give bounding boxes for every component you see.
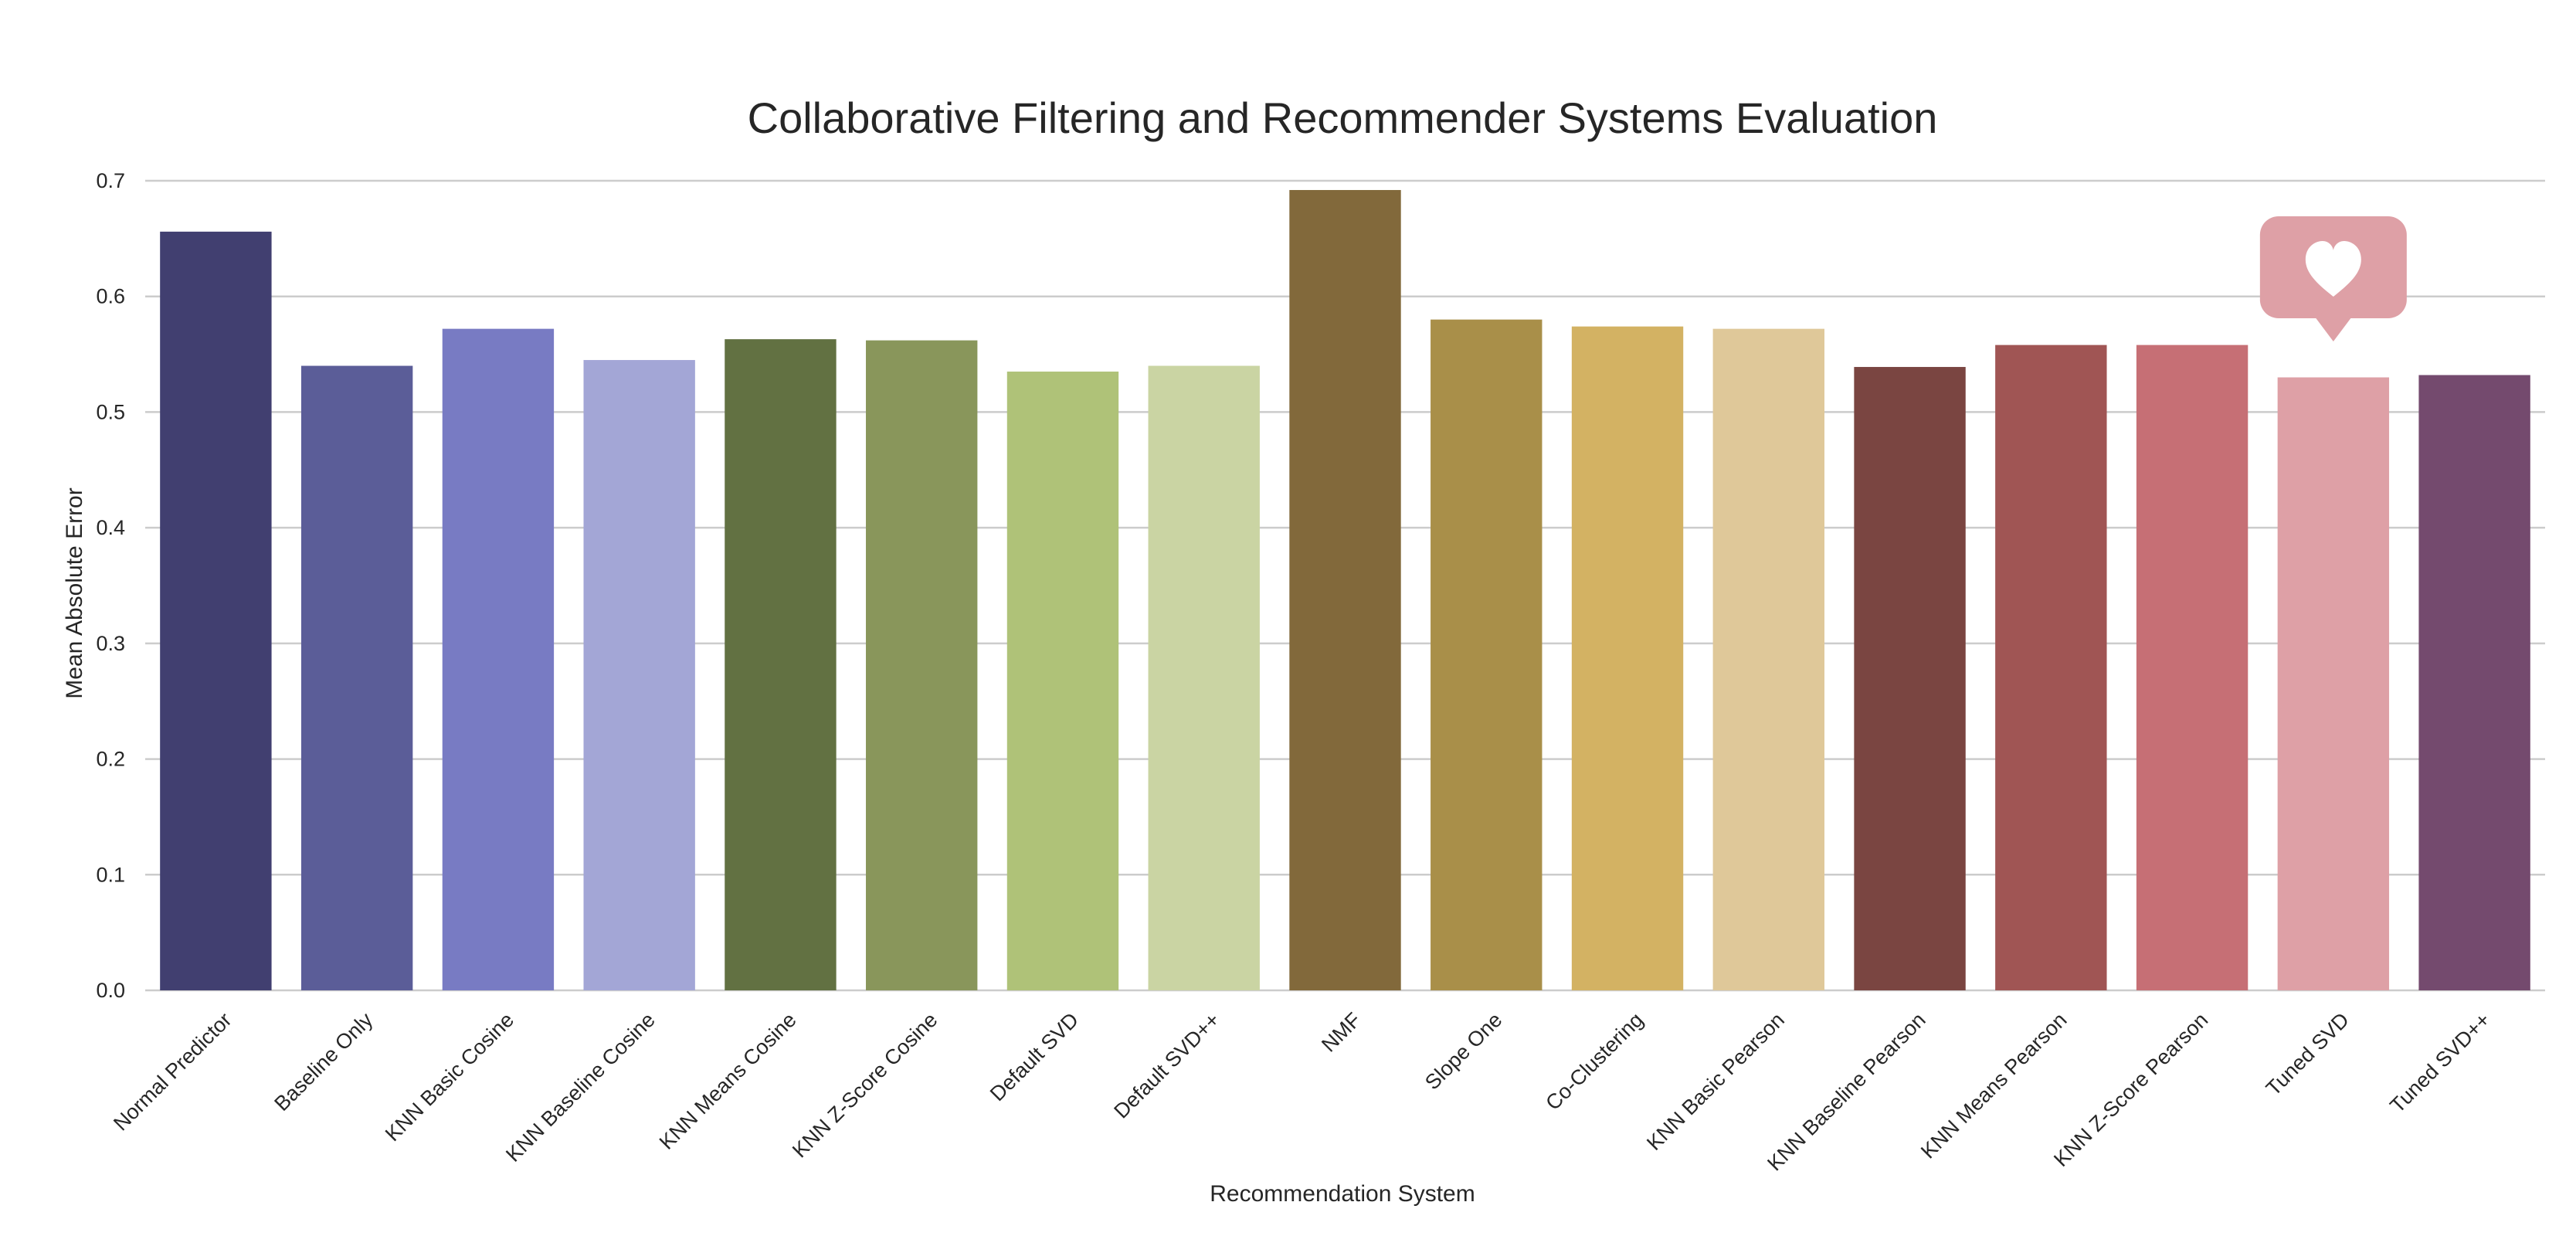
bar [1571,326,1684,990]
y-tick-label: 0.0 [96,979,125,1002]
bar [1431,319,1543,991]
x-tick-label: Slope One [1420,1008,1506,1094]
x-tick-label: KNN Basic Pearson [1642,1008,1789,1155]
x-tick-label: Default SVD++ [1109,1008,1224,1123]
x-tick-label: Baseline Only [270,1008,377,1115]
x-tick-label: Tuned SVD [2262,1008,2354,1100]
x-axis-label: Recommendation System [1210,1181,1475,1207]
y-tick-label: 0.4 [96,516,125,539]
bar [1854,367,1966,990]
y-tick-label: 0.1 [96,863,125,886]
bar [1289,189,1401,990]
y-axis-label: Mean Absolute Error [62,487,87,698]
x-tick-label: KNN Z-Score Pearson [2049,1008,2212,1171]
bar [2277,377,2390,990]
y-tick-label: 0.2 [96,748,125,771]
bar [583,360,695,990]
bar [1995,345,2107,990]
x-tick-label: Tuned SVD++ [2385,1008,2494,1117]
x-tick-label: KNN Z-Score Cosine [788,1008,942,1162]
y-axis-ticks: 0.0 0.1 0.2 0.3 0.4 0.5 0.6 0.7 [96,169,125,1002]
x-tick-label: NMF [1317,1008,1366,1057]
bar [725,339,837,990]
x-tick-label: Default SVD [986,1008,1083,1105]
bar [300,365,413,990]
x-tick-label: KNN Means Cosine [655,1008,801,1154]
y-tick-label: 0.6 [96,285,125,308]
y-tick-label: 0.3 [96,632,125,655]
bars [160,189,2530,991]
annotation-pointer [2314,317,2352,341]
heart-annotation [2259,216,2407,341]
y-tick-label: 0.7 [96,169,125,192]
heart-icon [2305,241,2361,297]
bar [2136,345,2248,990]
x-tick-label: KNN Basic Cosine [381,1008,518,1146]
bar [1006,372,1119,990]
x-tick-label: KNN Means Pearson [1916,1008,2072,1163]
bar [1148,365,1260,990]
x-tick-label: Normal Predictor [109,1008,236,1135]
bar [160,231,272,991]
chart-title: Collaborative Filtering and Recommender … [748,93,1938,142]
x-tick-label: Co-Clustering [1541,1008,1648,1115]
x-axis-ticks: Normal Predictor Baseline Only KNN Basic C… [109,1008,2495,1176]
bar [442,328,555,990]
bar [2418,375,2530,990]
x-tick-label: KNN Baseline Cosine [501,1008,660,1166]
bar [866,340,978,990]
bar [1712,328,1824,990]
x-tick-label: KNN Baseline Pearson [1763,1008,1929,1175]
y-tick-label: 0.5 [96,400,125,423]
